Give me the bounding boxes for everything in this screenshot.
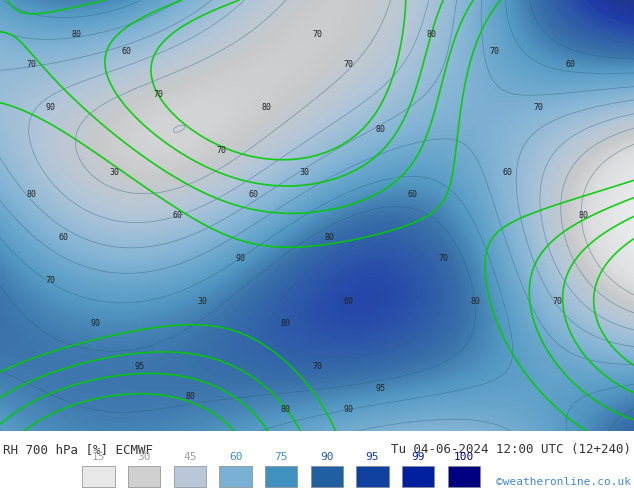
Text: 80: 80 <box>280 319 290 328</box>
Text: 80: 80 <box>578 211 588 220</box>
Text: 60: 60 <box>344 297 354 306</box>
Text: 60: 60 <box>249 190 259 198</box>
Text: 80: 80 <box>325 233 335 242</box>
Text: 95: 95 <box>134 362 145 371</box>
Text: 60: 60 <box>229 452 242 462</box>
Text: 30: 30 <box>109 168 119 177</box>
Text: 60: 60 <box>566 60 576 69</box>
Text: 60: 60 <box>407 190 417 198</box>
Text: 70: 70 <box>217 147 227 155</box>
Text: RH 700 hPa [%] ECMWF: RH 700 hPa [%] ECMWF <box>3 443 153 456</box>
Text: 95: 95 <box>366 452 379 462</box>
Text: 80: 80 <box>185 392 195 401</box>
Text: 80: 80 <box>71 30 81 39</box>
Text: 90: 90 <box>344 405 354 414</box>
Bar <box>265 466 297 487</box>
Bar <box>82 466 115 487</box>
Text: 80: 80 <box>426 30 436 39</box>
Text: 60: 60 <box>58 233 68 242</box>
Bar <box>311 466 343 487</box>
Text: 30: 30 <box>138 452 151 462</box>
Text: 60: 60 <box>172 211 183 220</box>
Text: Tu 04-06-2024 12:00 UTC (12+240): Tu 04-06-2024 12:00 UTC (12+240) <box>391 443 631 456</box>
Text: 60: 60 <box>502 168 512 177</box>
Text: 45: 45 <box>183 452 197 462</box>
Text: 70: 70 <box>489 47 500 56</box>
Bar <box>174 466 206 487</box>
Text: 75: 75 <box>275 452 288 462</box>
Text: 70: 70 <box>153 90 164 99</box>
Text: 30: 30 <box>299 168 309 177</box>
Text: 30: 30 <box>198 297 208 306</box>
Text: 60: 60 <box>122 47 132 56</box>
Text: 70: 70 <box>439 254 449 263</box>
Text: 90: 90 <box>320 452 333 462</box>
Text: 80: 80 <box>261 103 271 112</box>
Text: 90: 90 <box>90 319 100 328</box>
Bar <box>402 466 434 487</box>
Text: 80: 80 <box>27 190 37 198</box>
Text: 80: 80 <box>375 125 385 134</box>
Bar <box>448 466 480 487</box>
Text: 70: 70 <box>534 103 544 112</box>
Text: 70: 70 <box>312 30 322 39</box>
Text: 90: 90 <box>46 103 56 112</box>
Text: ©weatheronline.co.uk: ©weatheronline.co.uk <box>496 477 631 487</box>
Text: 15: 15 <box>92 452 105 462</box>
Bar <box>219 466 252 487</box>
Bar <box>356 466 389 487</box>
Text: 70: 70 <box>27 60 37 69</box>
Text: 100: 100 <box>454 452 474 462</box>
Text: 80: 80 <box>280 405 290 414</box>
Text: 70: 70 <box>312 362 322 371</box>
Text: 70: 70 <box>344 60 354 69</box>
Text: 90: 90 <box>236 254 246 263</box>
Text: 95: 95 <box>375 384 385 392</box>
Bar <box>128 466 160 487</box>
Text: 99: 99 <box>411 452 425 462</box>
Text: 70: 70 <box>46 276 56 285</box>
Text: 70: 70 <box>553 297 563 306</box>
Text: 80: 80 <box>470 297 481 306</box>
